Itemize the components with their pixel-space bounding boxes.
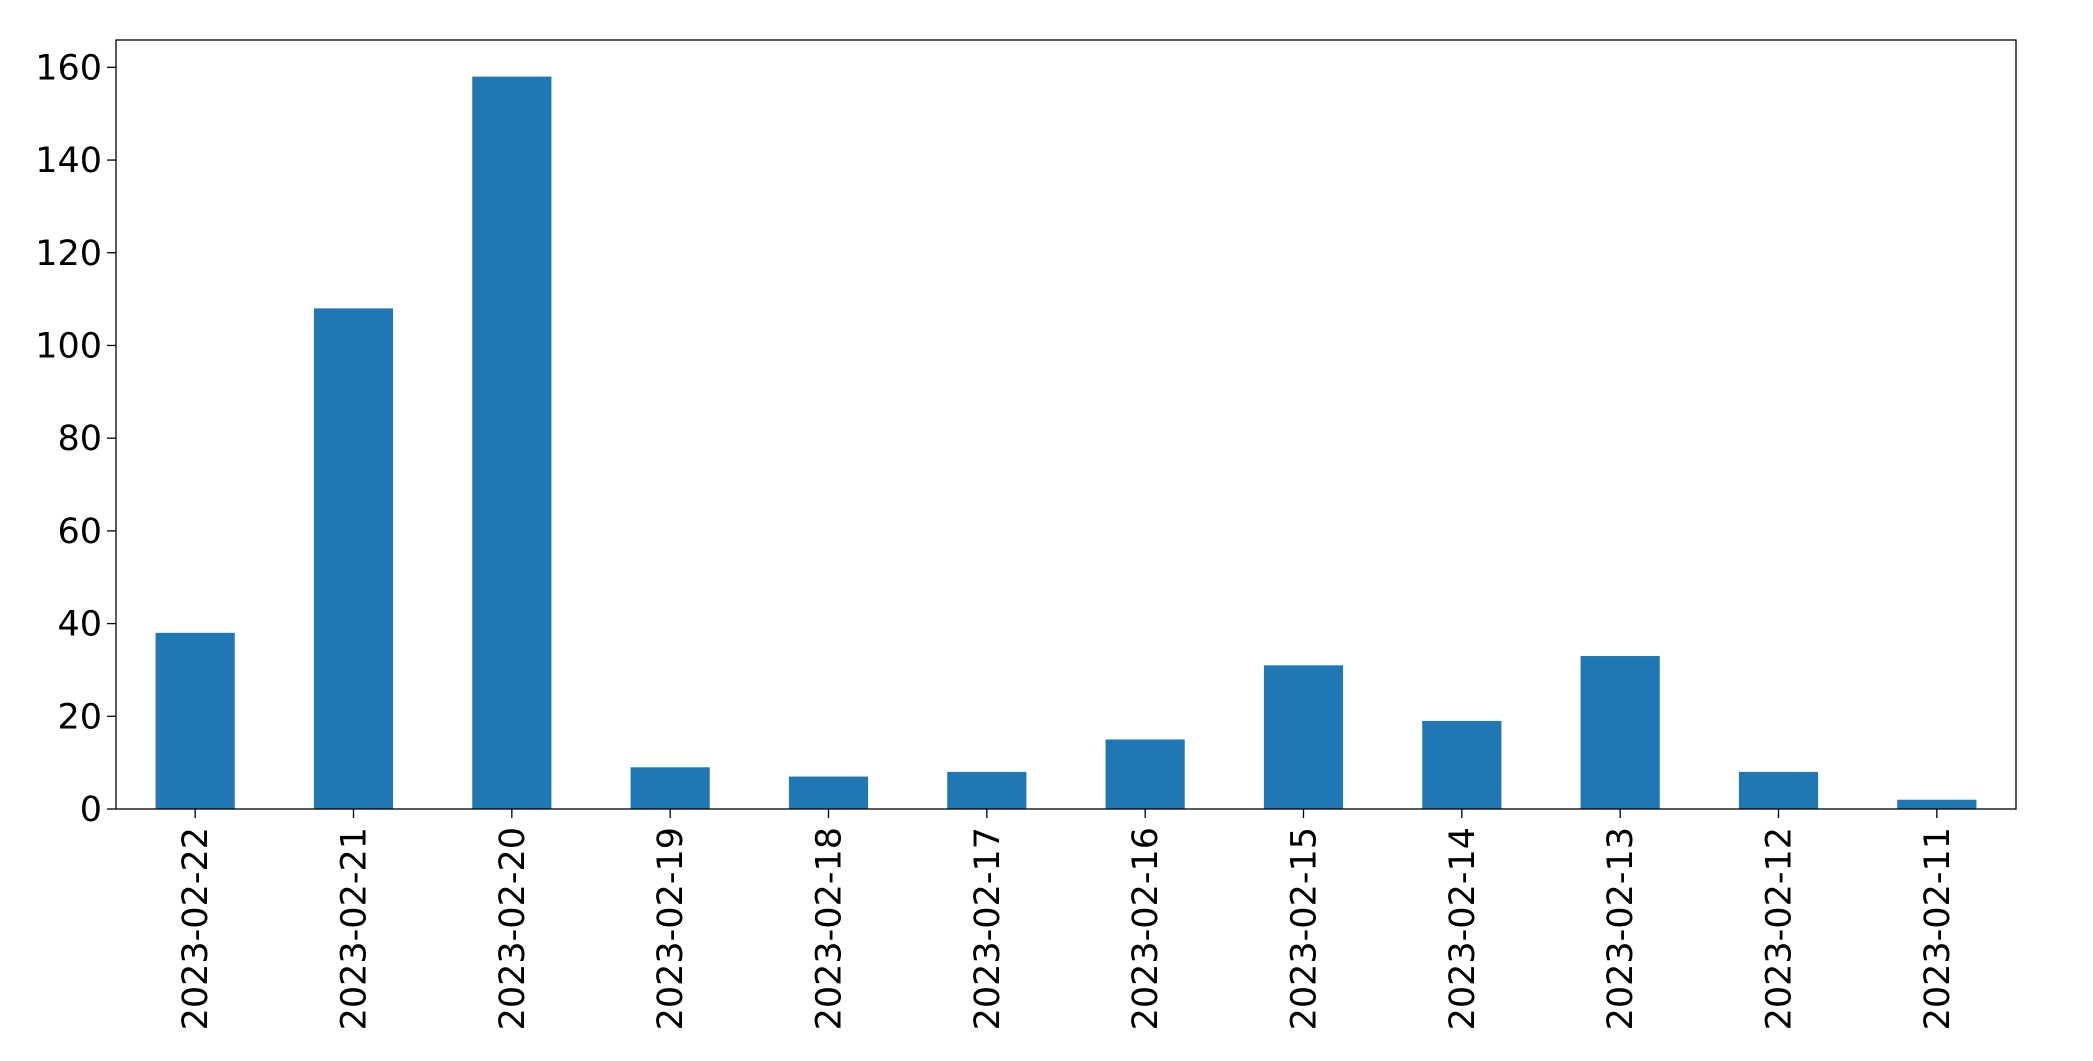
x-tick-label: 2023-02-13 bbox=[1601, 827, 1641, 1030]
bar bbox=[1422, 720, 1502, 809]
y-tick-label: 120 bbox=[35, 234, 102, 274]
x-tick-label: 2023-02-17 bbox=[968, 827, 1008, 1030]
x-tick-label: 2023-02-21 bbox=[335, 827, 375, 1030]
bar bbox=[1897, 799, 1977, 809]
bar bbox=[630, 767, 710, 809]
bar bbox=[947, 771, 1027, 809]
bar bbox=[1580, 656, 1660, 809]
bar bbox=[1263, 665, 1344, 809]
x-tick-label: 2023-02-18 bbox=[810, 827, 850, 1030]
y-tick-label: 100 bbox=[35, 326, 102, 366]
y-tick-label: 160 bbox=[35, 48, 102, 88]
x-tick-label: 2023-02-11 bbox=[1918, 827, 1958, 1030]
bar bbox=[313, 308, 394, 809]
x-tick-label: 2023-02-19 bbox=[651, 827, 691, 1030]
y-tick-label: 140 bbox=[35, 141, 102, 181]
y-tick-label: 80 bbox=[57, 419, 102, 459]
bar bbox=[472, 76, 552, 810]
bar bbox=[1105, 739, 1185, 809]
x-tick-label: 2023-02-15 bbox=[1285, 827, 1325, 1030]
y-tick-label: 40 bbox=[57, 605, 102, 645]
x-tick-label: 2023-02-12 bbox=[1760, 827, 1800, 1030]
y-tick-label: 60 bbox=[57, 512, 102, 552]
x-tick-label: 2023-02-16 bbox=[1126, 827, 1166, 1030]
axes-frame bbox=[115, 39, 2017, 810]
y-tick-label: 0 bbox=[80, 790, 102, 830]
x-tick-label: 2023-02-20 bbox=[493, 827, 533, 1030]
bar bbox=[1738, 771, 1819, 809]
x-tick-label: 2023-02-14 bbox=[1443, 827, 1483, 1030]
bar bbox=[788, 776, 869, 809]
bar bbox=[155, 632, 235, 809]
x-tick-label: 2023-02-22 bbox=[176, 827, 216, 1030]
y-tick-label: 20 bbox=[57, 697, 102, 737]
